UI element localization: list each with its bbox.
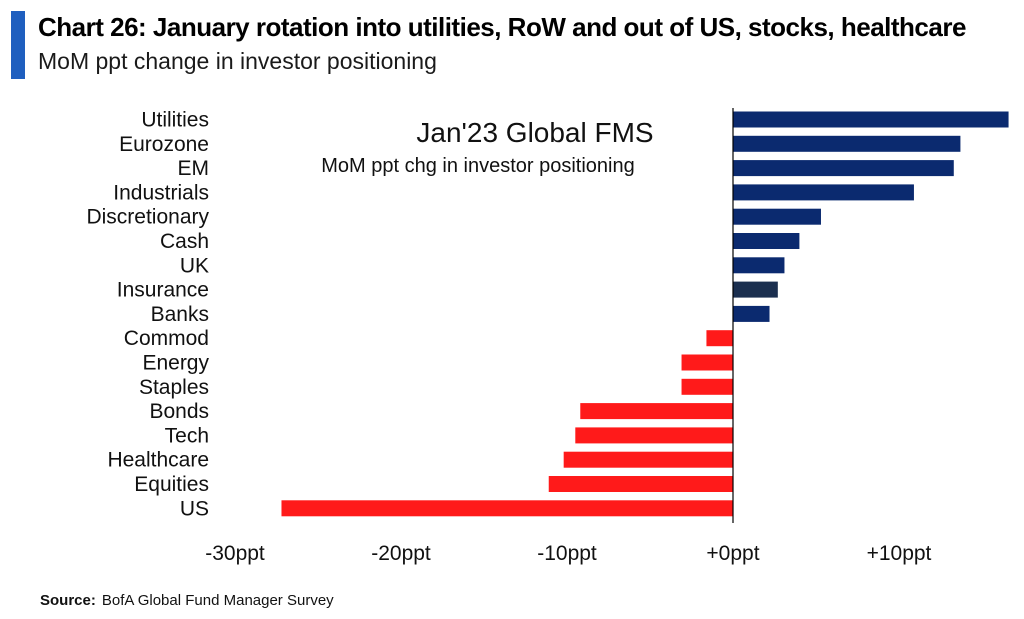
x-tick-label: -30ppt (205, 542, 265, 565)
category-label-commod: Commod (124, 327, 209, 350)
annotation-title: Jan'23 Global FMS (416, 117, 653, 148)
chart-title: Chart 26: January rotation into utilitie… (38, 12, 966, 42)
bar-discretionary (733, 208, 821, 225)
x-tick-label: +10ppt (867, 542, 932, 565)
category-label-healthcare: Healthcare (107, 449, 209, 472)
bar-equities (548, 476, 733, 492)
bar-healthcare (563, 451, 733, 468)
bar-insurance (733, 281, 778, 298)
category-label-discretionary: Discretionary (86, 206, 209, 229)
category-label-tech: Tech (165, 424, 209, 447)
category-label-banks: Banks (151, 303, 209, 326)
source-note: Source: BofA Global Fund Manager Survey (40, 592, 334, 609)
category-label-us: US (180, 497, 209, 520)
bar-utilities (733, 111, 1009, 128)
x-tick-label: -20ppt (371, 542, 431, 565)
category-label-uk: UK (180, 254, 209, 277)
bar-cash (733, 233, 800, 249)
category-label-utilities: Utilities (141, 109, 209, 132)
bar-us (281, 500, 733, 517)
bar-em (733, 160, 954, 177)
bar-chart: UtilitiesEurozoneEMIndustrialsDiscretion… (86, 108, 1009, 565)
chart-subtitle: MoM ppt change in investor positioning (38, 48, 437, 74)
bar-eurozone (733, 135, 961, 152)
bar-banks (733, 305, 770, 322)
category-label-bonds: Bonds (149, 400, 209, 423)
bar-bonds (580, 403, 733, 420)
bar-tech (575, 427, 733, 444)
category-label-insurance: Insurance (117, 279, 209, 302)
title-accent-bar (11, 11, 25, 79)
bar-commod (706, 330, 733, 347)
category-label-energy: Energy (142, 352, 209, 375)
source-text: BofA Global Fund Manager Survey (101, 592, 334, 609)
bar-uk (733, 257, 785, 274)
bar-industrials (733, 184, 914, 201)
x-tick-label: -10ppt (537, 542, 597, 565)
category-label-cash: Cash (160, 230, 209, 253)
bar-staples (681, 378, 733, 395)
category-label-equities: Equities (134, 473, 209, 496)
x-tick-label: +0ppt (706, 542, 759, 565)
annotation-subtitle: MoM ppt chg in investor positioning (321, 155, 635, 177)
source-label: Source: (40, 592, 96, 609)
bar-energy (681, 354, 733, 371)
category-label-em: EM (178, 157, 210, 180)
category-label-staples: Staples (139, 376, 209, 399)
category-label-eurozone: Eurozone (119, 133, 209, 156)
category-label-industrials: Industrials (113, 181, 209, 204)
